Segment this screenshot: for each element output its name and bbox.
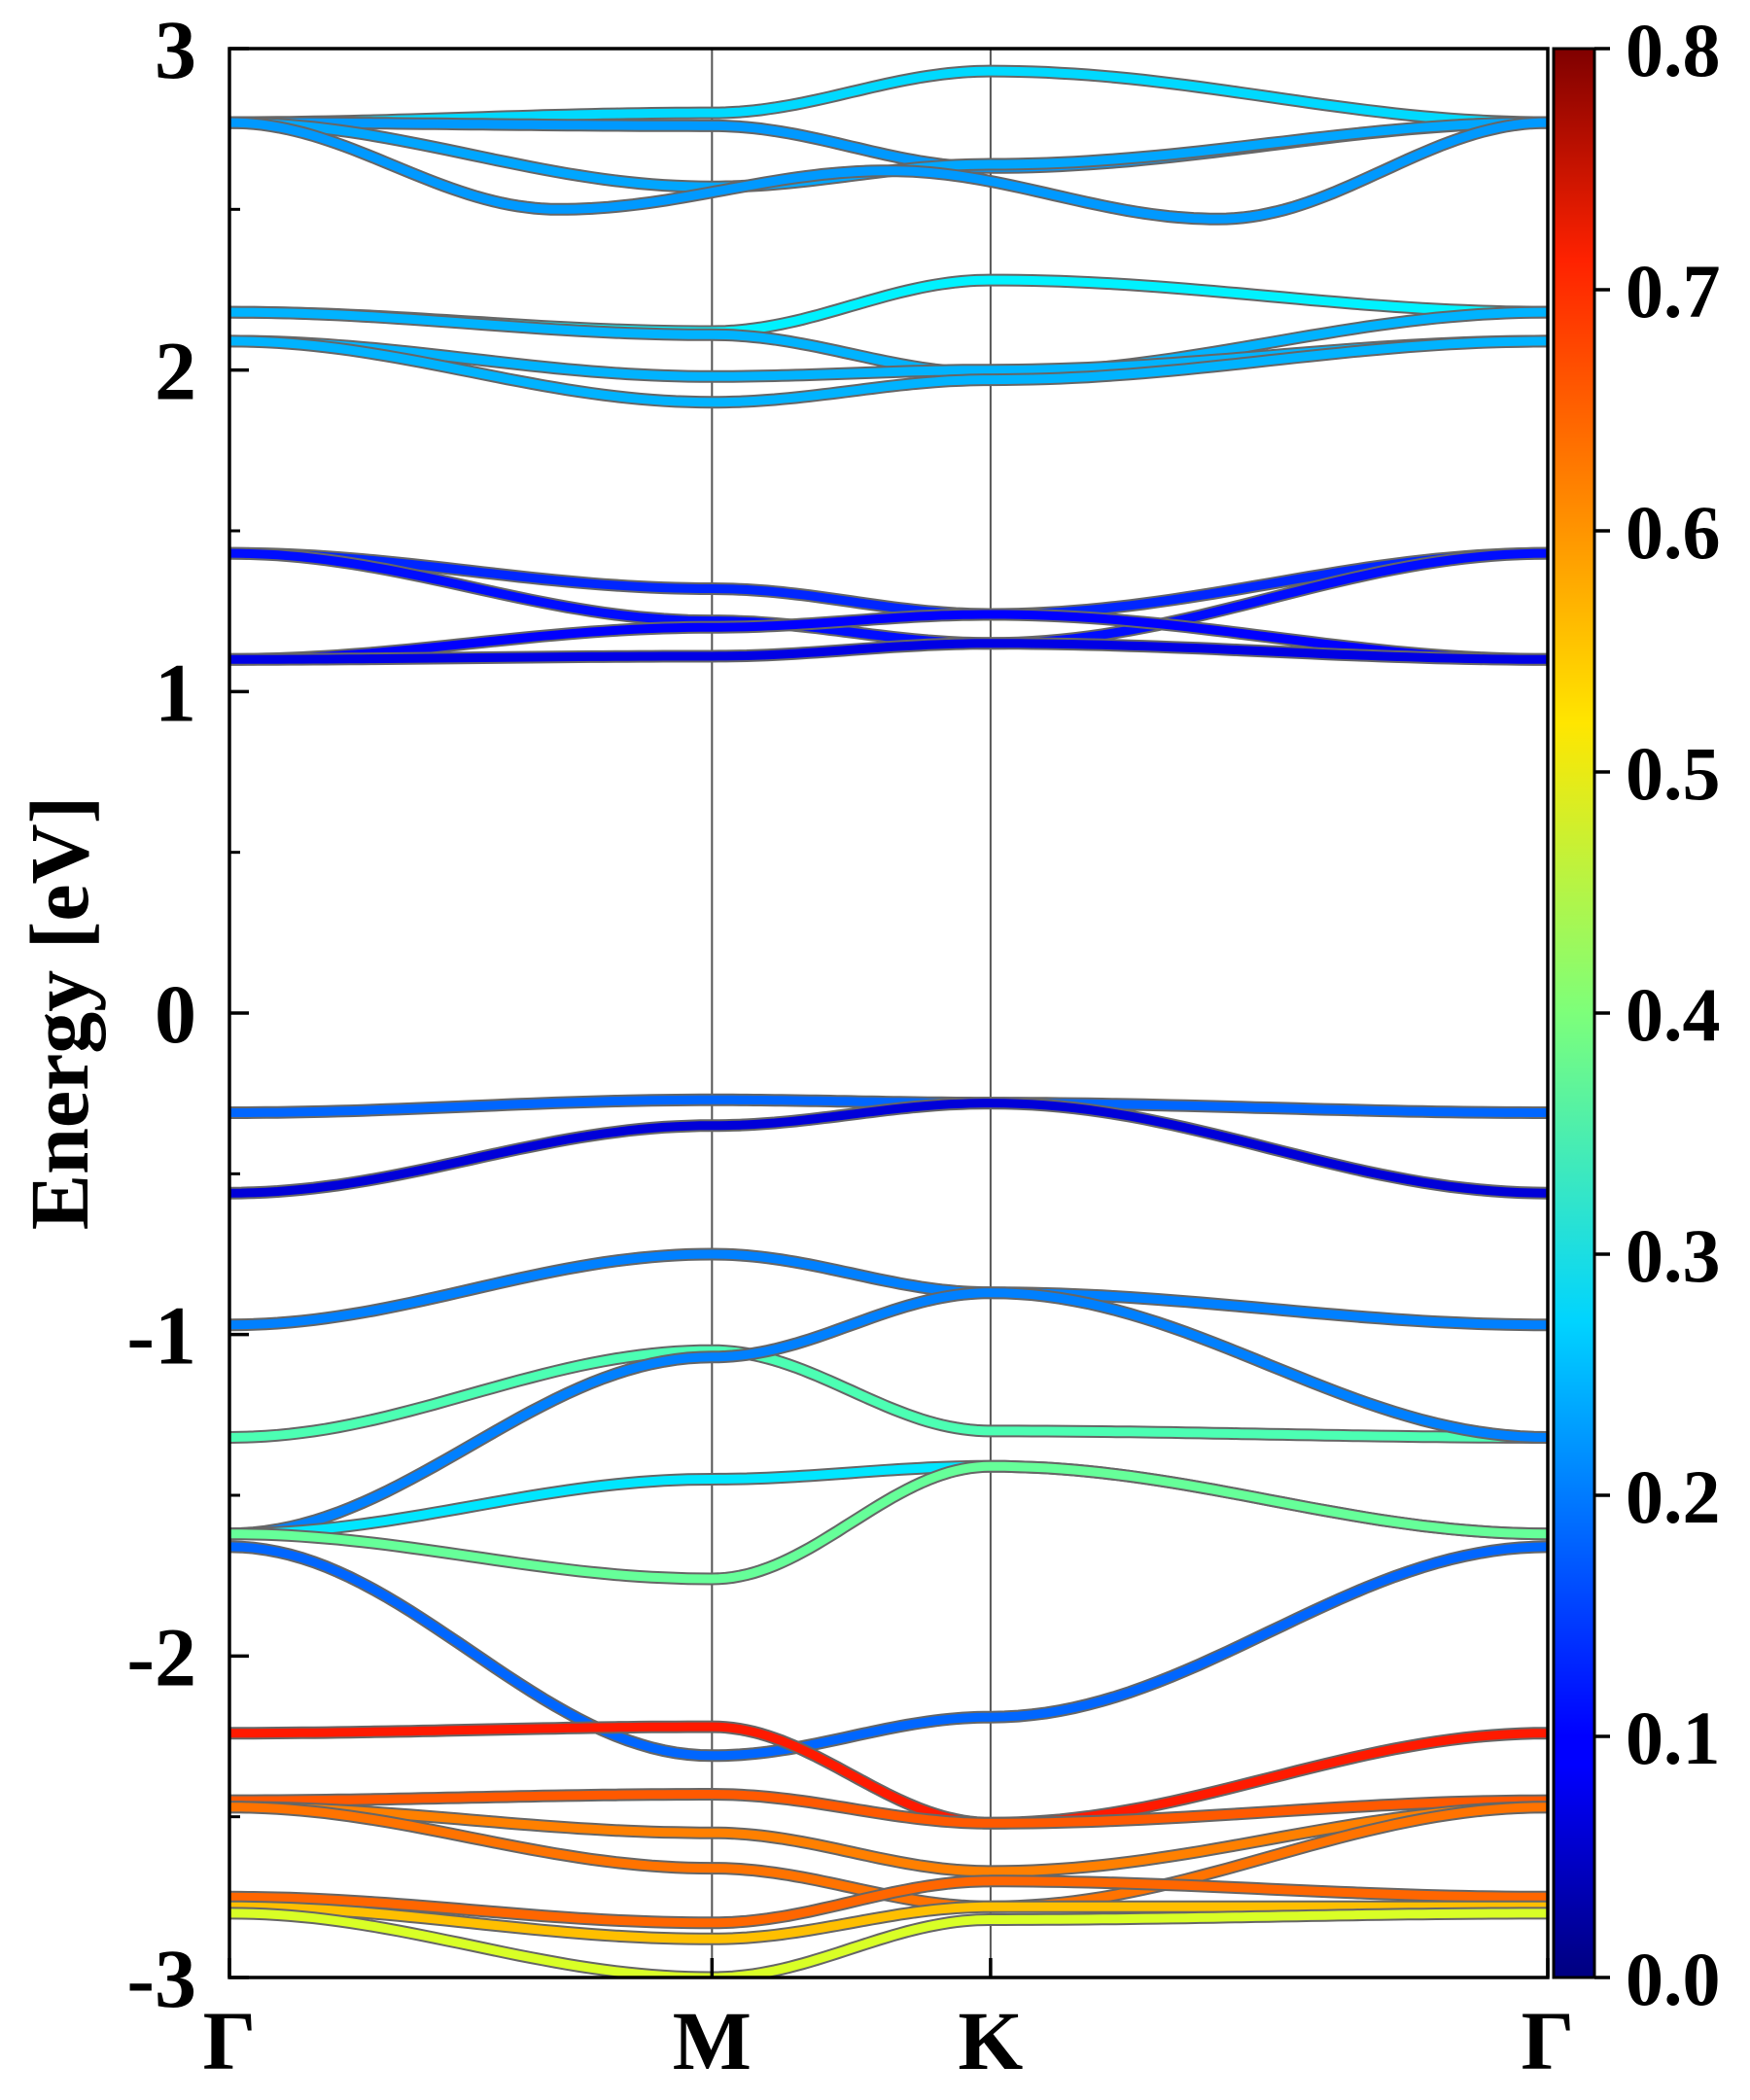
band-16 — [229, 1288, 1548, 1539]
band-0 — [229, 66, 1548, 127]
band-outline-18 — [229, 1459, 1548, 1586]
band-10 — [229, 610, 1548, 664]
band-23 — [229, 1802, 1548, 1911]
band-14 — [229, 1249, 1548, 1330]
y-tick-label: -3 — [126, 1932, 196, 2025]
band-24 — [229, 1876, 1548, 1928]
band-5 — [229, 307, 1548, 378]
band-7 — [229, 336, 1548, 407]
k-point-label: K — [958, 1994, 1023, 2087]
band-25 — [229, 1902, 1548, 1943]
y-tick-label: 3 — [155, 3, 196, 96]
y-tick-label: 0 — [155, 967, 196, 1061]
y-tick-label: -1 — [126, 1289, 196, 1382]
y-axis-ticks: -3 -2 -1 0 1 2 3 — [126, 3, 249, 2025]
colorbar-tick-label: 0.2 — [1626, 1454, 1721, 1539]
band-22 — [229, 1802, 1548, 1876]
band-8 — [229, 548, 1548, 619]
y-tick-label: 1 — [155, 646, 196, 739]
band-13 — [229, 1099, 1548, 1198]
colorbar-tick-label: 0.0 — [1626, 1937, 1721, 2021]
y-axis-title: Energy [eV] — [13, 796, 106, 1231]
colorbar-tick-label: 0.5 — [1626, 731, 1721, 816]
colorbar-tick-label: 0.4 — [1626, 972, 1721, 1057]
band-26 — [229, 1908, 1548, 1978]
colorbar — [1552, 47, 1596, 1979]
k-point-label: M — [673, 1994, 752, 2087]
band-18 — [229, 1461, 1548, 1584]
colorbar-tick-label: 0.8 — [1626, 8, 1721, 92]
colorbar-tick-label: 0.7 — [1626, 249, 1721, 333]
band-11 — [229, 639, 1548, 664]
k-point-label: Γ — [203, 1994, 257, 2087]
band-19 — [229, 1542, 1548, 1761]
band-15 — [229, 1346, 1548, 1442]
k-point-label: Γ — [1522, 1994, 1575, 2087]
band-21 — [229, 1790, 1548, 1828]
band-lines — [229, 64, 1548, 1978]
y-tick-label: -2 — [126, 1610, 196, 1703]
plot-frame — [228, 47, 1550, 1979]
band-outline-13 — [229, 1097, 1548, 1200]
colorbar-ticks: 0.0 0.1 0.2 0.3 0.4 0.5 0.6 0.7 0.8 — [1594, 8, 1721, 2021]
band-20 — [229, 1722, 1548, 1828]
colorbar-tick-label: 0.1 — [1626, 1696, 1721, 1780]
y-tick-label: 2 — [155, 325, 196, 418]
band-3 — [229, 118, 1548, 224]
band-12 — [229, 1095, 1548, 1117]
colorbar-tick-label: 0.3 — [1626, 1213, 1721, 1298]
band-9 — [229, 548, 1548, 648]
colorbar-tick-label: 0.6 — [1626, 490, 1721, 575]
